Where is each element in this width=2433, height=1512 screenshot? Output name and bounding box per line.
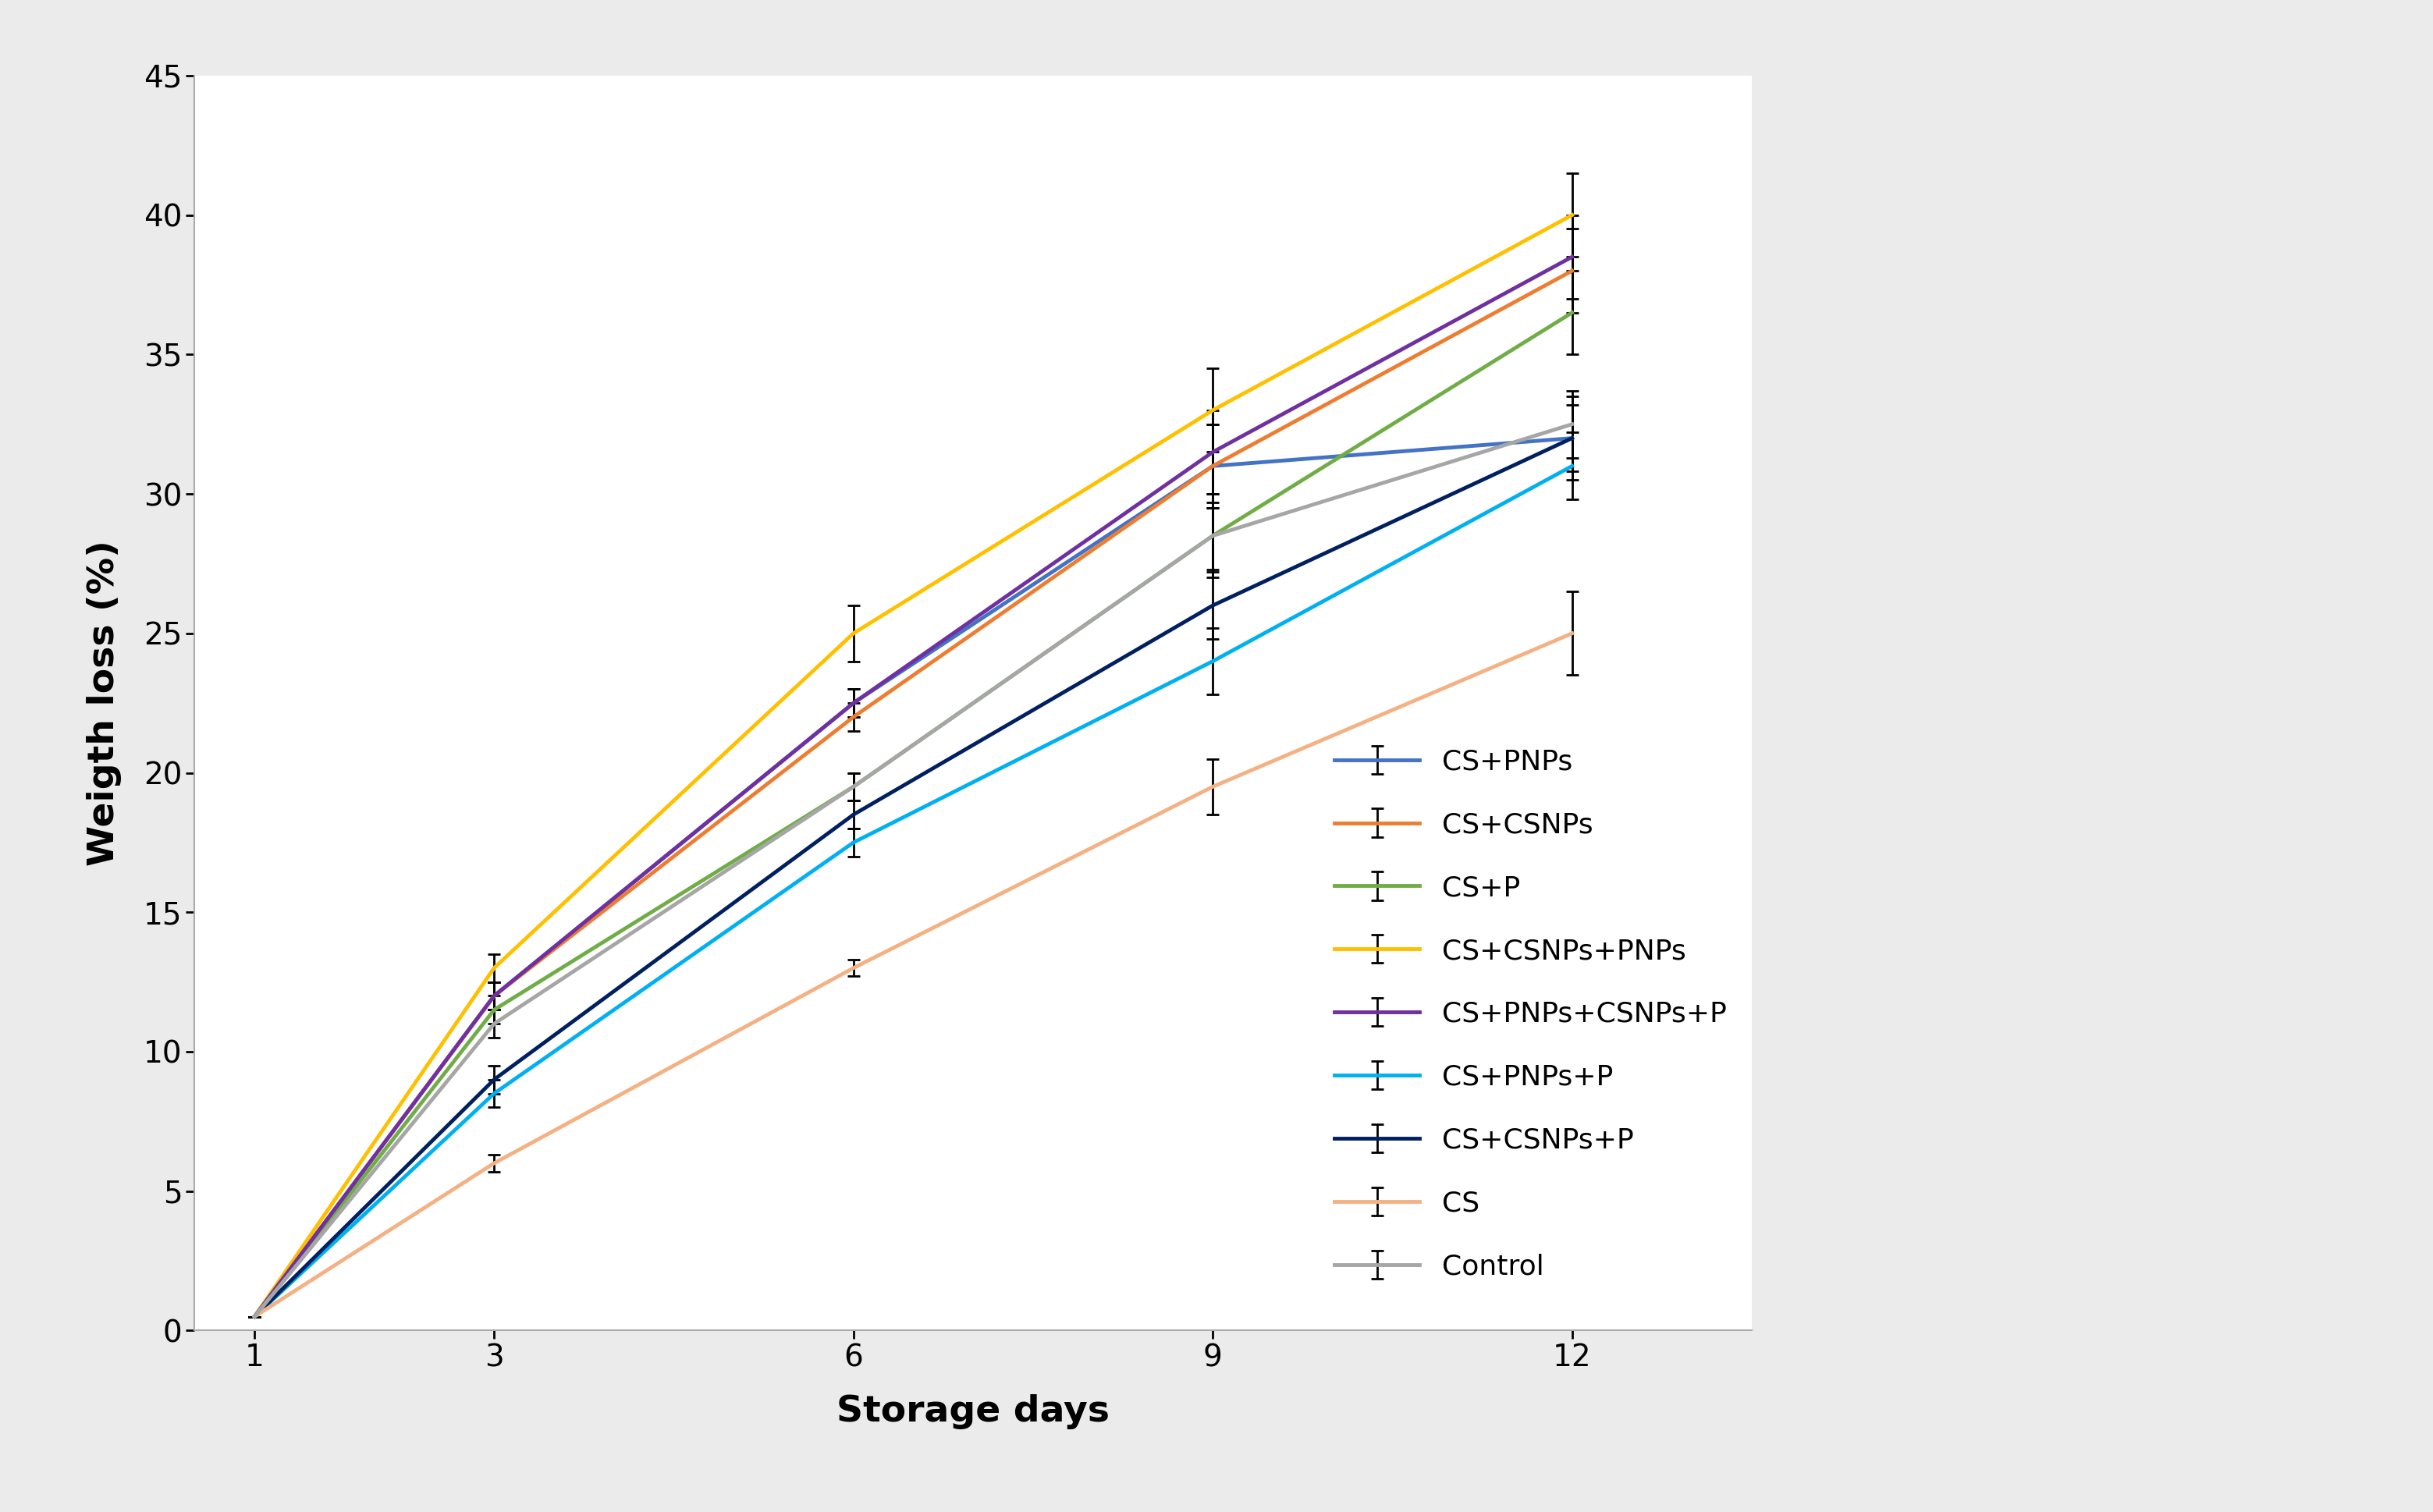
- X-axis label: Storage days: Storage days: [837, 1394, 1109, 1429]
- Y-axis label: Weigth loss (%): Weigth loss (%): [88, 540, 122, 866]
- Legend: CS+PNPs, CS+CSNPs, CS+P, CS+CSNPs+PNPs, CS+PNPs+CSNPs+P, CS+PNPs+P, CS+CSNPs+P, : CS+PNPs, CS+CSNPs, CS+P, CS+CSNPs+PNPs, …: [1324, 736, 1737, 1291]
